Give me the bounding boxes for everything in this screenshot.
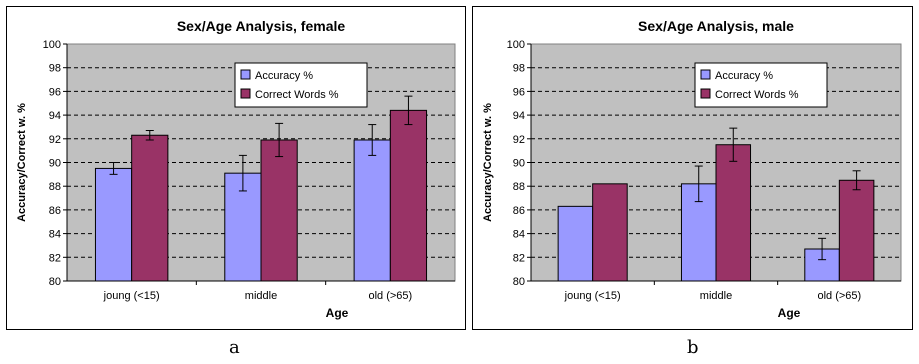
y-tick-label: 86 bbox=[513, 205, 525, 217]
bar bbox=[389, 109, 428, 282]
x-axis-label: Age bbox=[778, 306, 801, 320]
y-tick-label: 100 bbox=[43, 39, 61, 51]
chart-panel-male: Sex/Age Analysis, male 80 82 84 86 88 90 92 94 96… bbox=[472, 6, 913, 330]
legend-swatch bbox=[240, 88, 251, 99]
y-tick-label: 94 bbox=[513, 110, 525, 122]
x-tick-label: old (>65) bbox=[817, 290, 861, 302]
y-tick-label: 92 bbox=[513, 134, 525, 146]
legend-swatch bbox=[240, 69, 251, 80]
bar bbox=[260, 139, 298, 282]
y-tick-label: 90 bbox=[49, 158, 61, 170]
y-axis-label: Accuracy/Correct w. % bbox=[482, 103, 494, 222]
legend-swatch bbox=[700, 88, 711, 99]
y-tick-label: 100 bbox=[507, 39, 525, 51]
y-tick-label: 96 bbox=[513, 86, 525, 98]
panel-label-a: a bbox=[229, 337, 240, 358]
y-tick-label: 98 bbox=[513, 63, 525, 75]
legend-entry: Accuracy % bbox=[715, 70, 773, 82]
y-tick-label: 98 bbox=[49, 63, 61, 75]
y-tick-label: 84 bbox=[513, 229, 525, 241]
chart-title: Sex/Age Analysis, female bbox=[177, 18, 346, 34]
y-tick-label: 88 bbox=[49, 181, 61, 193]
y-tick-label: 92 bbox=[49, 134, 61, 146]
chart-female: Sex/Age Analysis, female 80 82 84 86 88 90 92 94… bbox=[16, 18, 456, 320]
y-tick-label: 94 bbox=[49, 110, 61, 122]
chart-male: Sex/Age Analysis, male 80 82 84 86 88 90 92 94 96… bbox=[482, 18, 902, 320]
y-tick-label: 82 bbox=[49, 252, 61, 264]
bar bbox=[94, 167, 133, 282]
bar bbox=[592, 183, 628, 282]
chart-panel-female: Sex/Age Analysis, female 80 82 84 86 88 90 92 94… bbox=[6, 6, 466, 330]
y-axis-label: Accuracy/Correct w. % bbox=[16, 103, 28, 222]
x-tick-label: joung (<15) bbox=[103, 290, 160, 302]
x-tick-label: middle bbox=[700, 290, 732, 302]
y-tick-label: 96 bbox=[49, 86, 61, 98]
y-tick-label: 80 bbox=[49, 276, 61, 288]
y-tick-label: 88 bbox=[513, 181, 525, 193]
legend-entry: Accuracy % bbox=[255, 70, 313, 82]
y-tick-label: 80 bbox=[513, 276, 525, 288]
y-tick-label: 82 bbox=[513, 252, 525, 264]
bar bbox=[353, 139, 391, 282]
bar bbox=[131, 134, 169, 282]
panel-label-b: b bbox=[687, 337, 699, 358]
x-tick-label: middle bbox=[245, 290, 277, 302]
bar bbox=[715, 144, 752, 282]
bar bbox=[838, 179, 875, 282]
legend-box bbox=[234, 62, 368, 108]
legend-box bbox=[694, 62, 828, 108]
y-tick-label: 84 bbox=[49, 229, 61, 241]
legend-swatch bbox=[700, 69, 711, 80]
legend-entry: Correct Words % bbox=[255, 89, 339, 101]
x-tick-label: old (>65) bbox=[368, 290, 412, 302]
x-axis-label: Age bbox=[326, 306, 349, 320]
y-tick-label: 86 bbox=[49, 205, 61, 217]
y-tick-label: 90 bbox=[513, 158, 525, 170]
legend-entry: Correct Words % bbox=[715, 89, 799, 101]
chart-title: Sex/Age Analysis, male bbox=[638, 18, 794, 34]
x-tick-label: joung (<15) bbox=[564, 290, 621, 302]
bar bbox=[557, 205, 594, 282]
